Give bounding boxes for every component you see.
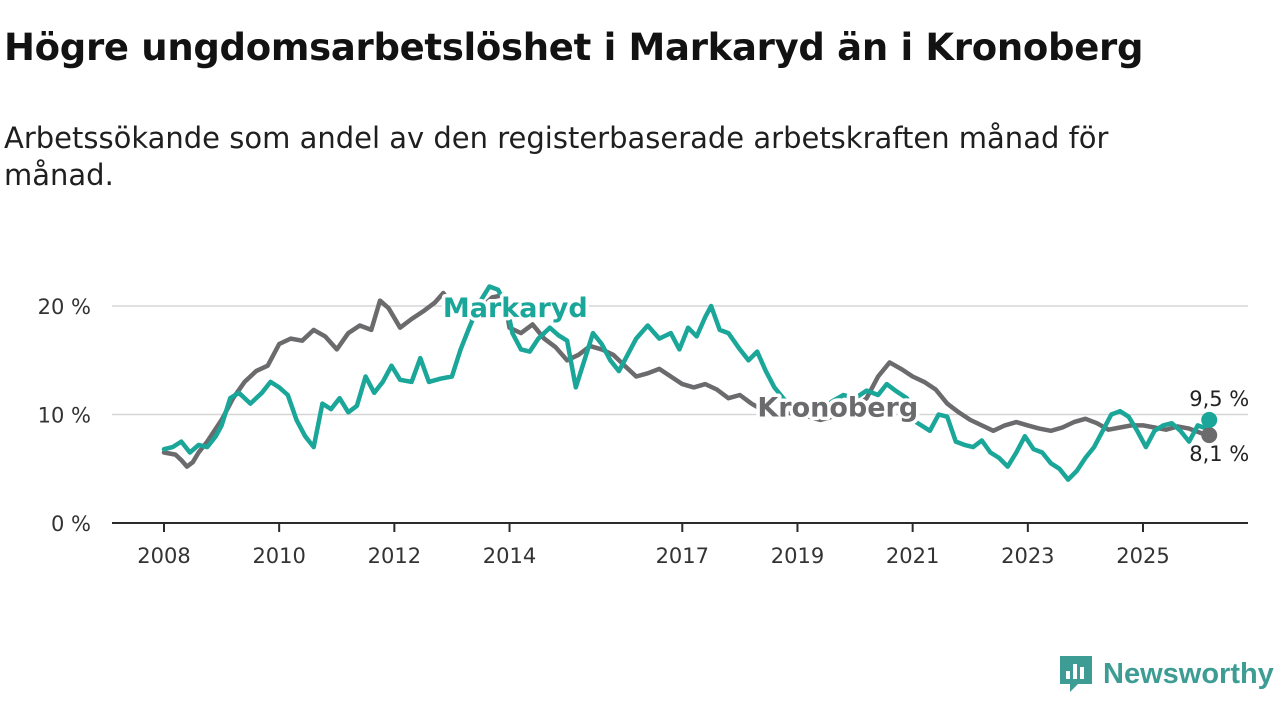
gridlines xyxy=(112,305,1248,416)
end-marker-kronoberg xyxy=(1201,427,1218,444)
series-line-markaryd xyxy=(161,284,1212,482)
end-marker-markaryd xyxy=(1201,411,1218,428)
y-tick-label-20: 20 % xyxy=(38,295,91,319)
x-tick-label-2014: 2014 xyxy=(483,544,536,568)
y-tick-label-0: 0 % xyxy=(51,512,91,536)
x-axis xyxy=(112,522,1248,532)
newsworthy-logo: Newsworthy xyxy=(1058,654,1274,694)
end-value-label-kronoberg: 8,1 % xyxy=(1189,442,1249,466)
labels: 0 % 10 % 20 % 2008 2010 2012 2014 2017 2019 2021 2… xyxy=(38,289,1252,568)
x-tick-label-2008: 2008 xyxy=(137,544,190,568)
series-label-kronoberg: Kronoberg xyxy=(757,393,918,424)
x-tick-label-2010: 2010 xyxy=(252,544,305,568)
x-tick-label-2021: 2021 xyxy=(886,544,939,568)
brand-name: Newsworthy xyxy=(1103,657,1274,690)
chart-title: Högre ungdomsarbetslöshet i Markaryd än … xyxy=(4,26,1144,69)
end-value-label-markaryd: 9,5 % xyxy=(1189,387,1249,411)
x-tick-label-2019: 2019 xyxy=(771,544,824,568)
chart-subtitle: Arbetssökande som andel av den registerb… xyxy=(4,121,1109,193)
series-lines xyxy=(161,284,1212,482)
x-tick-label-2017: 2017 xyxy=(656,544,709,568)
series-line-kronoberg xyxy=(161,290,1212,469)
x-tick-label-2023: 2023 xyxy=(1001,544,1054,568)
newsworthy-logo-icon xyxy=(1060,656,1092,692)
series-label-markaryd: Markaryd xyxy=(443,293,588,324)
y-tick-label-10: 10 % xyxy=(38,404,91,428)
x-tick-label-2025: 2025 xyxy=(1116,544,1169,568)
x-tick-label-2012: 2012 xyxy=(368,544,421,568)
